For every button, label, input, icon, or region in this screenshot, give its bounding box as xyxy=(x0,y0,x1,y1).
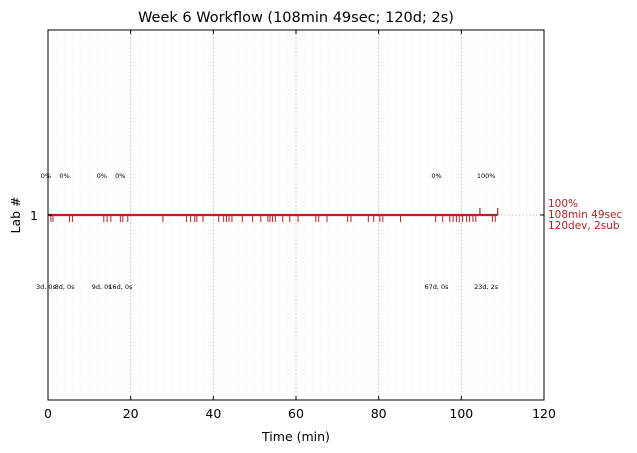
annotation-info: 3d, 0s xyxy=(36,283,57,291)
y-axis-label: Lab # xyxy=(8,196,23,233)
annotation-percent: 100% xyxy=(477,172,496,180)
grid-lines xyxy=(55,30,537,400)
annotation-percent: 0% xyxy=(97,172,107,180)
annotation-percent: 0% xyxy=(115,172,125,180)
annotation-info: 8d, 0s xyxy=(55,283,76,291)
x-tick-label: 120 xyxy=(532,406,556,421)
chart-title: Week 6 Workflow (108min 49sec; 120d; 2s) xyxy=(138,10,454,26)
annotations: 0% 3d, 0s 0% 8d, 0s 0% 9d, 0s 0% 16d, 0s 0% 67d, … xyxy=(36,172,499,291)
x-tick-label: 100 xyxy=(449,406,473,421)
y-axis-ticks: 1 xyxy=(30,208,544,223)
x-tick-label: 80 xyxy=(371,406,387,421)
annotation-percent: 0% xyxy=(431,172,441,180)
annotation-percent: 0% xyxy=(41,172,51,180)
x-axis-label: Time (min) xyxy=(261,429,330,444)
end-label-line: 108min 49sec xyxy=(548,209,622,221)
annotation-info: 23d, 2s xyxy=(474,283,499,291)
series-lab-1 xyxy=(48,208,544,222)
annotation-info: 16d, 0s xyxy=(108,283,133,291)
end-label-line: 100% xyxy=(548,198,578,210)
x-tick-label: 20 xyxy=(123,406,139,421)
annotation-info: 67d, 0s xyxy=(425,283,450,291)
annotation-percent: 0% xyxy=(59,172,69,180)
x-tick-label: 40 xyxy=(205,406,221,421)
y-tick-label: 1 xyxy=(30,208,38,223)
annotation-info: 9d, 0s xyxy=(92,283,113,291)
end-label-line: 120dev, 2sub xyxy=(548,220,620,232)
x-tick-label: 0 xyxy=(44,406,52,421)
x-tick-label: 60 xyxy=(288,406,304,421)
x-axis-ticks: 0 20 40 60 80 100 120 xyxy=(44,30,556,421)
